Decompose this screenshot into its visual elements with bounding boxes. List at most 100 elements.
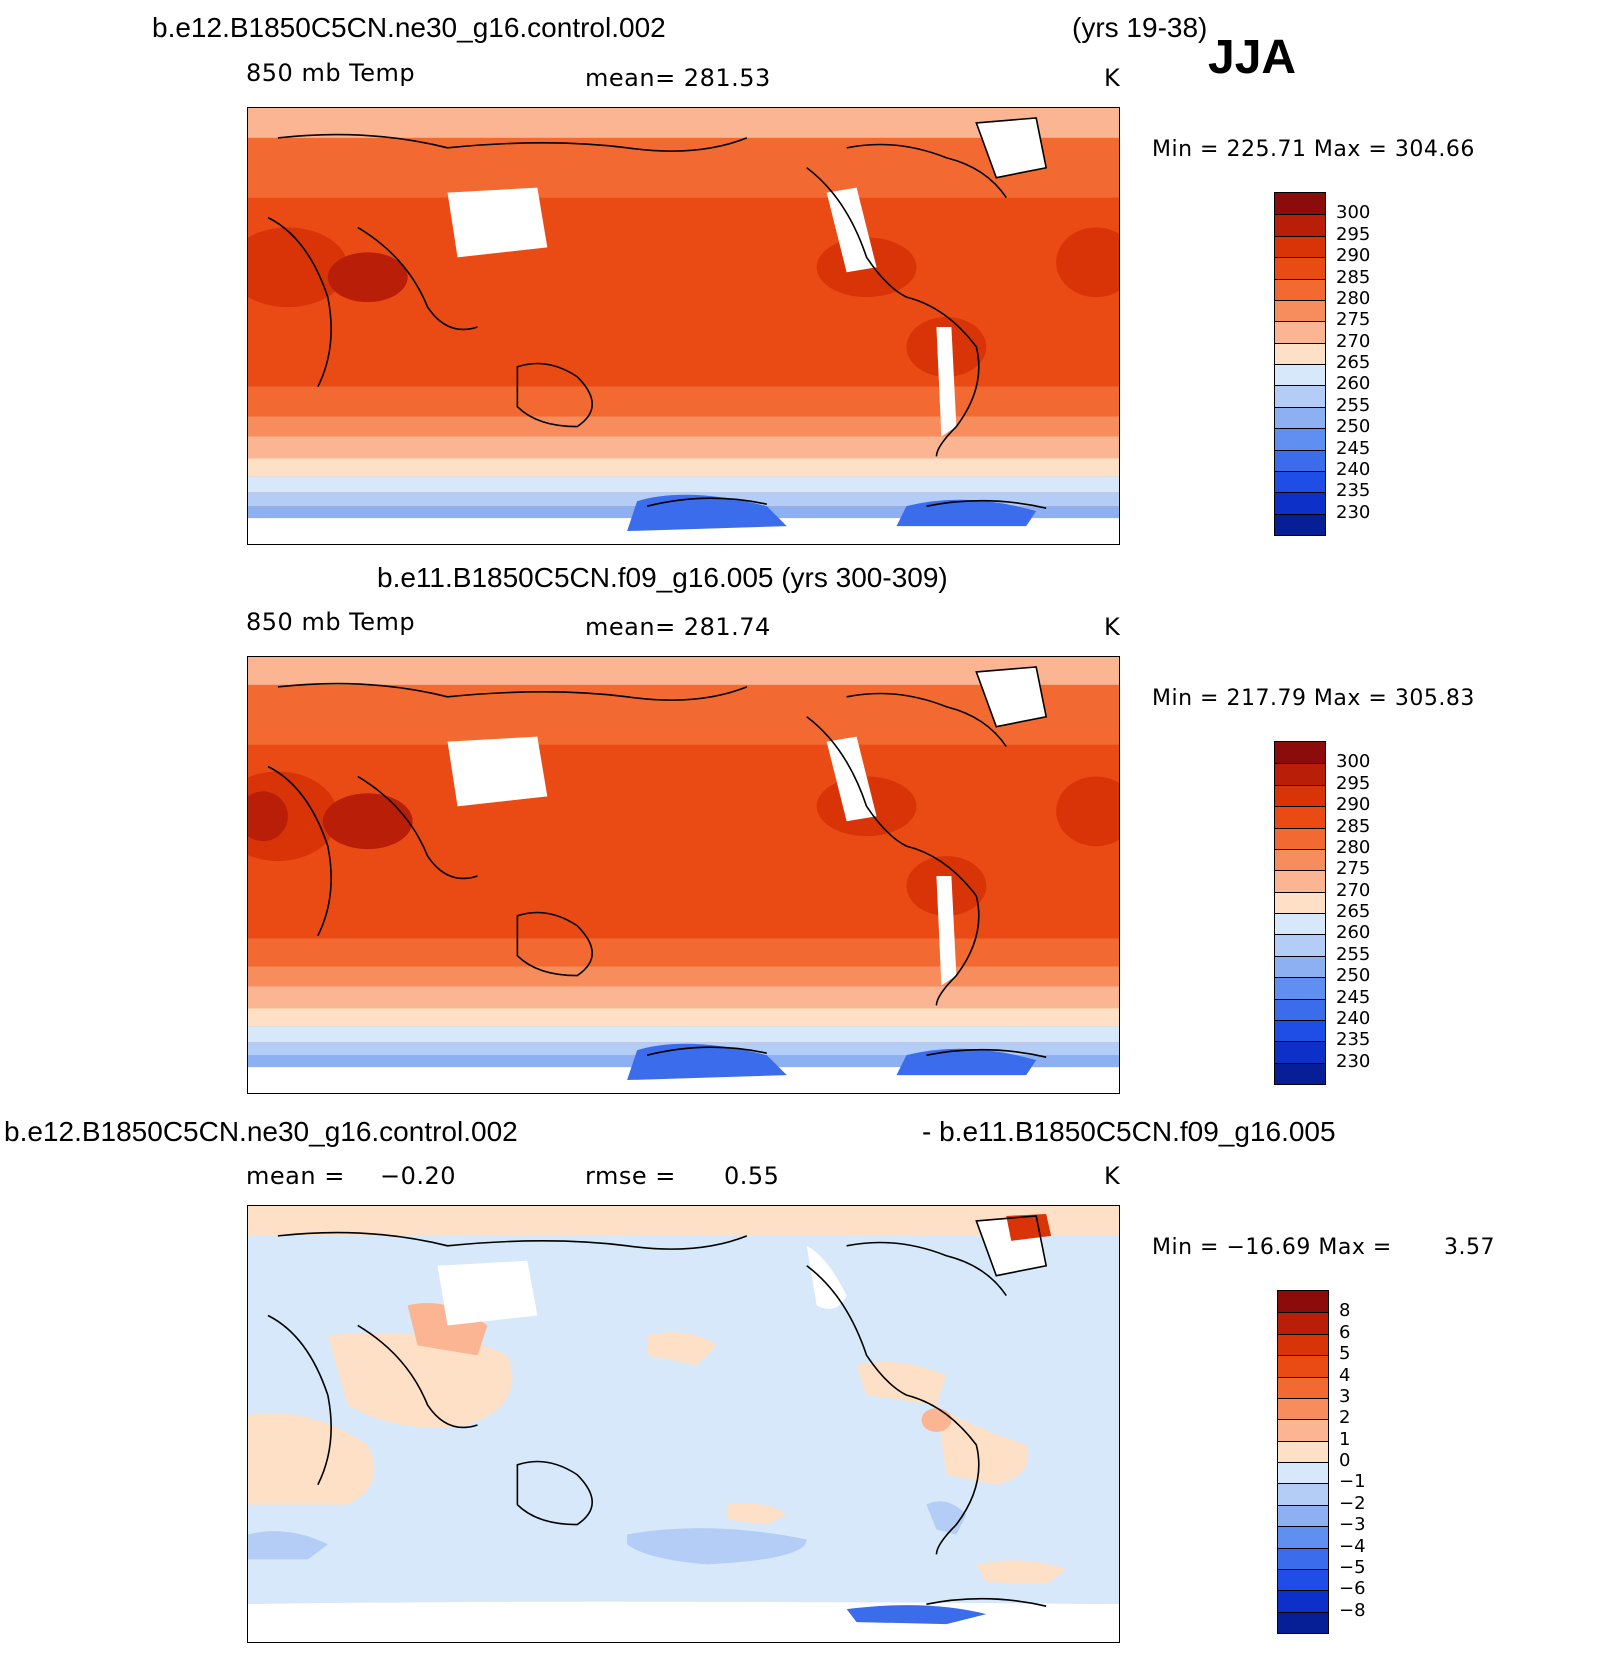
colorbar-tick-label: 285 <box>1336 815 1371 837</box>
colorbar-swatch <box>1275 998 1325 1020</box>
panel2-map <box>247 656 1120 1094</box>
colorbar-swatch <box>1275 428 1325 450</box>
colorbar-tick-label: 250 <box>1336 416 1371 438</box>
panel3-max-value: 3.57 <box>1444 1235 1495 1260</box>
colorbar-tick-label: 240 <box>1336 458 1371 480</box>
panel2-units: K <box>1104 613 1121 641</box>
colorbar-swatch <box>1275 742 1325 764</box>
colorbar-swatch <box>1278 1462 1328 1484</box>
colorbar-swatch <box>1275 784 1325 807</box>
colorbar-swatch <box>1275 492 1325 514</box>
colorbar-tick-label: −2 <box>1339 1492 1366 1514</box>
colorbar-tick-label: 4 <box>1339 1364 1351 1386</box>
panel3-difference-field <box>248 1206 1119 1642</box>
panel1-colorbar <box>1274 192 1326 536</box>
colorbar-swatch <box>1278 1291 1328 1313</box>
panel1-years: (yrs 19-38) <box>1072 12 1208 43</box>
colorbar-swatch <box>1275 342 1325 364</box>
colorbar-tick-label: 8 <box>1339 1300 1351 1322</box>
colorbar-tick-label: 275 <box>1336 858 1371 880</box>
panel3-rmse-value: 0.55 <box>724 1162 780 1190</box>
colorbar-tick-label: −4 <box>1339 1535 1366 1557</box>
colorbar-swatch <box>1278 1355 1328 1377</box>
panel3-rmse-label: rmse = <box>585 1162 676 1190</box>
colorbar-tick-label: 265 <box>1336 352 1371 373</box>
colorbar-swatch <box>1275 257 1325 279</box>
panel1-minmax: Min = 225.71 Max = 304.66 <box>1152 137 1475 162</box>
panel2-minmax: Min = 217.79 Max = 305.83 <box>1152 686 1475 711</box>
colorbar-swatch <box>1275 891 1325 913</box>
colorbar-tick-label: 270 <box>1336 330 1371 352</box>
colorbar-swatch <box>1275 977 1325 999</box>
colorbar-swatch <box>1275 1062 1325 1084</box>
panel2-title: b.e11.B1850C5CN.f09_g16.005 (yrs 300-309… <box>377 562 948 593</box>
panel3-mean-label: mean = <box>246 1162 345 1190</box>
panel1-map <box>247 107 1120 545</box>
colorbar-tick-label: 1 <box>1339 1428 1351 1450</box>
colorbar-swatch <box>1275 1041 1325 1063</box>
colorbar-tick-label: 230 <box>1336 501 1371 523</box>
panel3-units: K <box>1104 1162 1121 1190</box>
panel1-title: b.e12.B1850C5CN.ne30_g16.control.002 <box>152 12 666 43</box>
season-label: JJA <box>1208 31 1297 84</box>
colorbar-tick-label: 260 <box>1336 922 1371 944</box>
colorbar-swatch <box>1275 763 1325 785</box>
panel2-mean: mean= 281.74 <box>585 613 771 641</box>
colorbar-tick-label: 6 <box>1339 1321 1351 1343</box>
colorbar-tick-label: 280 <box>1336 836 1371 858</box>
colorbar-tick-label: 275 <box>1336 309 1371 331</box>
colorbar-swatch <box>1275 193 1325 215</box>
colorbar-tick-label: 300 <box>1336 202 1371 224</box>
panel1-variable: 850 mb Temp <box>246 59 416 87</box>
panel3-colorbar <box>1277 1290 1329 1634</box>
panel2-colorbar <box>1274 741 1326 1085</box>
colorbar-tick-label: 255 <box>1336 943 1371 965</box>
colorbar-tick-label: 245 <box>1336 986 1371 1008</box>
colorbar-swatch <box>1275 513 1325 535</box>
colorbar-tick-label: 2 <box>1339 1407 1351 1429</box>
colorbar-swatch <box>1275 321 1325 343</box>
colorbar-tick-label: −6 <box>1339 1578 1366 1600</box>
panel3-map <box>247 1205 1120 1643</box>
colorbar-tick-label: −5 <box>1339 1556 1366 1578</box>
colorbar-swatch <box>1275 848 1325 871</box>
colorbar-tick-label: −3 <box>1339 1514 1366 1536</box>
colorbar-tick-label: 280 <box>1336 287 1371 309</box>
colorbar-tick-label: 3 <box>1339 1385 1351 1407</box>
colorbar-tick-label: 250 <box>1336 965 1371 987</box>
colorbar-swatch <box>1275 449 1325 471</box>
colorbar-tick-label: 300 <box>1336 751 1371 773</box>
colorbar-swatch <box>1275 406 1325 429</box>
colorbar-swatch <box>1275 806 1325 828</box>
colorbar-tick-label: −8 <box>1339 1599 1366 1621</box>
colorbar-swatch <box>1278 1333 1328 1356</box>
colorbar-swatch <box>1275 913 1325 935</box>
panel3-title-right: - b.e11.B1850C5CN.f09_g16.005 <box>922 1116 1336 1147</box>
panel3-title-left: b.e12.B1850C5CN.ne30_g16.control.002 <box>4 1116 518 1147</box>
colorbar-swatch <box>1278 1526 1328 1548</box>
panel3-mean-value: −0.20 <box>380 1162 457 1190</box>
colorbar-swatch <box>1278 1590 1328 1612</box>
colorbar-tick-label: 235 <box>1336 480 1371 502</box>
colorbar-tick-label: 230 <box>1336 1050 1371 1072</box>
colorbar-swatch <box>1278 1440 1328 1462</box>
colorbar-tick-label: 0 <box>1339 1450 1351 1471</box>
panel1-units: K <box>1104 64 1121 92</box>
colorbar-tick-label: 260 <box>1336 373 1371 395</box>
colorbar-swatch <box>1275 235 1325 258</box>
colorbar-swatch <box>1275 955 1325 978</box>
panel1-temperature-field <box>248 108 1119 544</box>
colorbar-swatch <box>1275 364 1325 386</box>
colorbar-swatch <box>1275 934 1325 956</box>
colorbar-tick-label: 290 <box>1336 794 1371 816</box>
colorbar-tick-label: 295 <box>1336 772 1371 794</box>
colorbar-swatch <box>1275 299 1325 322</box>
panel1-mean: mean= 281.53 <box>585 64 771 92</box>
colorbar-tick-label: 240 <box>1336 1007 1371 1029</box>
colorbar-swatch <box>1275 1019 1325 1042</box>
colorbar-swatch <box>1275 278 1325 300</box>
colorbar-swatch <box>1278 1568 1328 1591</box>
colorbar-swatch <box>1278 1419 1328 1441</box>
colorbar-tick-label: 235 <box>1336 1029 1371 1051</box>
colorbar-tick-label: 5 <box>1339 1343 1351 1365</box>
